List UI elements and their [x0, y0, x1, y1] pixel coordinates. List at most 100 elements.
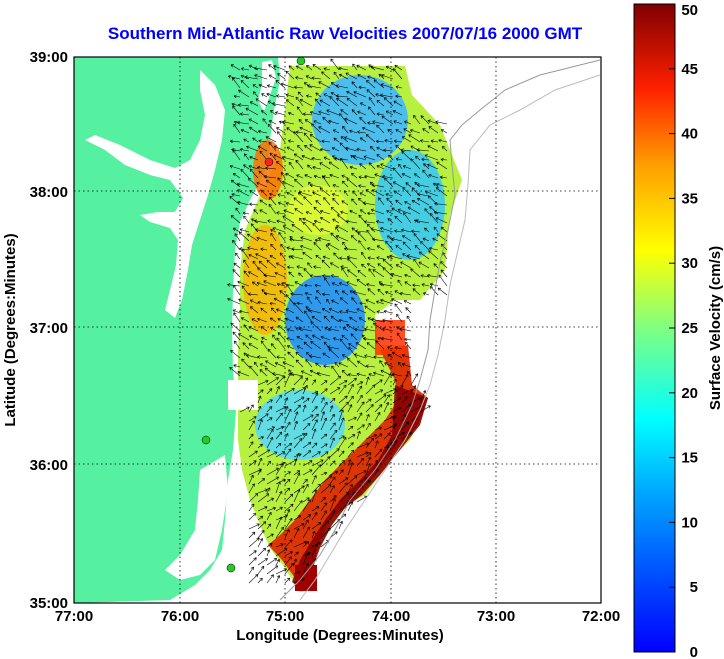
velocity-vector — [284, 388, 295, 395]
velocity-vector — [352, 290, 367, 296]
velocity-vector — [387, 346, 394, 350]
velocity-vector — [257, 478, 265, 485]
land — [74, 57, 280, 603]
velocity-vector — [397, 208, 412, 215]
velocity-vector — [416, 148, 430, 152]
velocity-vector — [336, 98, 349, 107]
velocity-vector — [356, 401, 365, 413]
velocity-vector — [385, 110, 394, 116]
velocity-vector — [293, 396, 305, 404]
velocity-vector — [350, 235, 358, 242]
velocity-vector — [248, 178, 259, 188]
velocity-vector — [335, 235, 349, 242]
velocity-vector — [266, 428, 274, 440]
velocity-vector — [249, 299, 259, 305]
velocity-vector — [374, 379, 383, 386]
velocity-vector — [327, 243, 340, 251]
velocity-vector — [303, 221, 313, 233]
velocity-vector — [231, 102, 241, 107]
velocity-vector — [359, 137, 367, 143]
velocity-vector — [248, 404, 254, 413]
velocity-vector — [341, 290, 349, 296]
velocity-vector — [329, 498, 336, 512]
velocity-vector — [382, 267, 394, 278]
velocity-vector — [257, 355, 268, 359]
velocity-vector — [311, 512, 318, 521]
velocity-vector — [267, 123, 277, 134]
velocity-vector — [242, 211, 250, 216]
velocity-vector — [428, 126, 439, 134]
velocity-vector — [338, 73, 349, 80]
velocity-vector — [296, 174, 304, 179]
velocity-vector — [276, 308, 286, 314]
velocity-vector — [440, 226, 448, 233]
velocity-vector — [411, 187, 421, 197]
velocity-vector — [244, 153, 250, 161]
velocity-vector — [375, 220, 385, 224]
velocity-vector — [233, 262, 241, 269]
velocity-vector — [339, 297, 349, 305]
velocity-vector — [365, 434, 378, 440]
velocity-vector — [276, 211, 286, 215]
velocity-vector — [247, 233, 259, 242]
velocity-vector — [347, 475, 358, 485]
velocity-vector — [320, 475, 333, 485]
velocity-vector — [243, 259, 250, 269]
velocity-vector — [260, 189, 268, 197]
velocity-vector — [320, 411, 326, 422]
velocity-vector — [259, 150, 268, 161]
velocity-vector — [365, 134, 376, 143]
velocity-vector — [266, 460, 271, 467]
velocity-vector — [284, 372, 292, 386]
velocity-vector — [257, 506, 268, 512]
velocity-vector — [359, 116, 367, 125]
velocity-vector — [294, 85, 304, 90]
x-tick-label: 73:00 — [477, 608, 515, 625]
velocity-vector — [238, 231, 250, 242]
velocity-vector — [333, 137, 340, 143]
velocity-vector — [427, 145, 439, 152]
velocity-vector — [293, 523, 305, 530]
velocity-vector — [366, 342, 376, 350]
velocity-vector — [372, 237, 385, 242]
velocity-vector — [257, 389, 264, 395]
velocity-vector — [328, 327, 340, 332]
velocity-vector — [248, 441, 254, 449]
velocity-vector — [304, 292, 313, 296]
velocity-vector — [253, 66, 268, 71]
velocity-vector — [329, 448, 340, 458]
velocity-vector — [435, 187, 448, 197]
velocity-vector — [362, 201, 376, 206]
velocity-vector — [248, 513, 256, 521]
velocity-vector — [309, 111, 322, 116]
velocity-vector — [230, 215, 241, 224]
velocity-vector — [361, 263, 367, 269]
velocity-vector — [366, 247, 376, 251]
velocity-vector — [368, 162, 376, 170]
velocity-vector — [391, 298, 403, 305]
station-marker — [201, 435, 211, 445]
velocity-vector — [323, 364, 331, 369]
velocity-vector — [422, 128, 430, 134]
velocity-vector — [299, 126, 313, 134]
velocity-vector — [401, 403, 412, 413]
velocity-vector — [229, 164, 241, 170]
velocity-vector — [363, 337, 376, 341]
velocity-vector — [427, 163, 439, 170]
velocity-vector — [359, 301, 367, 306]
velocity-vector — [320, 417, 328, 431]
velocity-vector — [233, 364, 241, 368]
velocity-vector — [347, 442, 354, 449]
velocity-vector — [261, 336, 268, 341]
velocity-vector — [248, 64, 259, 71]
velocity-vector — [302, 377, 309, 386]
velocity-vector — [259, 199, 268, 206]
velocity-vector — [407, 206, 421, 215]
velocity-vector — [232, 173, 241, 179]
velocity-vector — [356, 470, 367, 476]
velocity-vector — [316, 371, 331, 377]
velocity-vector — [383, 394, 390, 404]
velocity-vector — [338, 469, 344, 476]
velocity-vector — [321, 71, 331, 80]
velocity-vector — [284, 478, 291, 485]
